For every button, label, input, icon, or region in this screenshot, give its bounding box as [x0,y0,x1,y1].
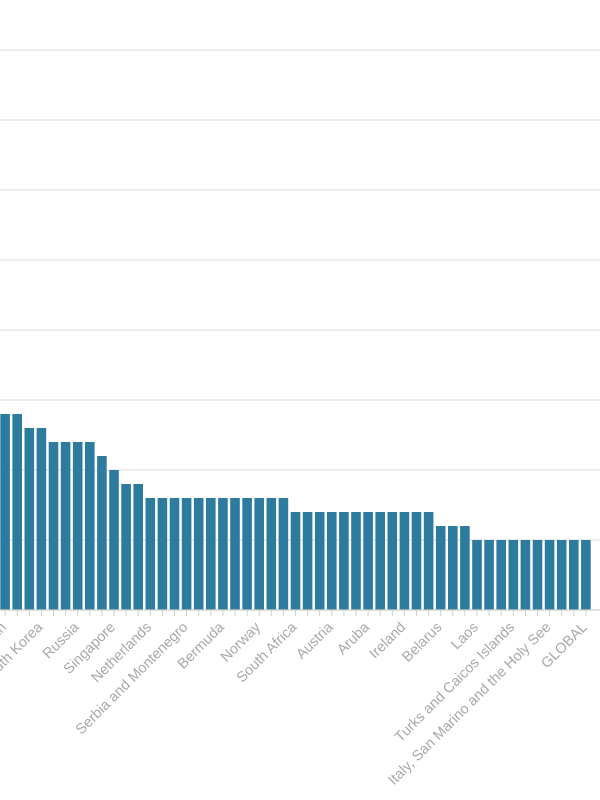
bar [569,540,579,610]
bar [230,498,240,610]
bar [508,540,519,610]
bar [36,428,47,610]
tick-label: Laos [448,620,482,654]
bar [532,540,543,610]
bar [85,442,95,610]
bar [484,540,494,610]
bar [411,512,422,610]
bar [387,512,398,610]
bar [145,498,156,610]
bar [121,484,131,610]
bar [375,512,385,610]
bars [0,414,591,610]
bar [242,498,252,610]
bar [544,540,555,610]
bar [520,540,531,610]
bar [327,512,337,610]
x-axis-ticks [4,610,587,616]
bar [206,498,216,610]
bar [556,540,567,610]
bar [24,428,35,610]
bar [290,512,301,610]
bar [266,498,277,610]
bar [581,540,591,610]
bar [435,526,446,610]
bar [109,470,119,610]
bar [460,526,470,610]
bar [181,498,192,610]
bar [278,498,289,610]
bar [218,498,228,610]
bar [423,512,434,610]
bar [157,498,168,610]
bar [302,512,313,610]
bar [97,456,107,610]
bar [472,540,482,610]
tick-label: Belarus [399,620,445,666]
bar [60,442,71,610]
bar [12,414,22,610]
bar [254,498,264,610]
bar [133,484,143,610]
bar [169,498,180,610]
bar [193,498,204,610]
bar [72,442,83,610]
bar [0,414,10,610]
bar [351,512,361,610]
tick-label: Austria [293,619,337,663]
bar [339,512,349,610]
bar [448,526,458,610]
bar [48,442,59,610]
bar [496,540,506,610]
bar [399,512,410,610]
bar [314,512,325,610]
bar [363,512,373,610]
